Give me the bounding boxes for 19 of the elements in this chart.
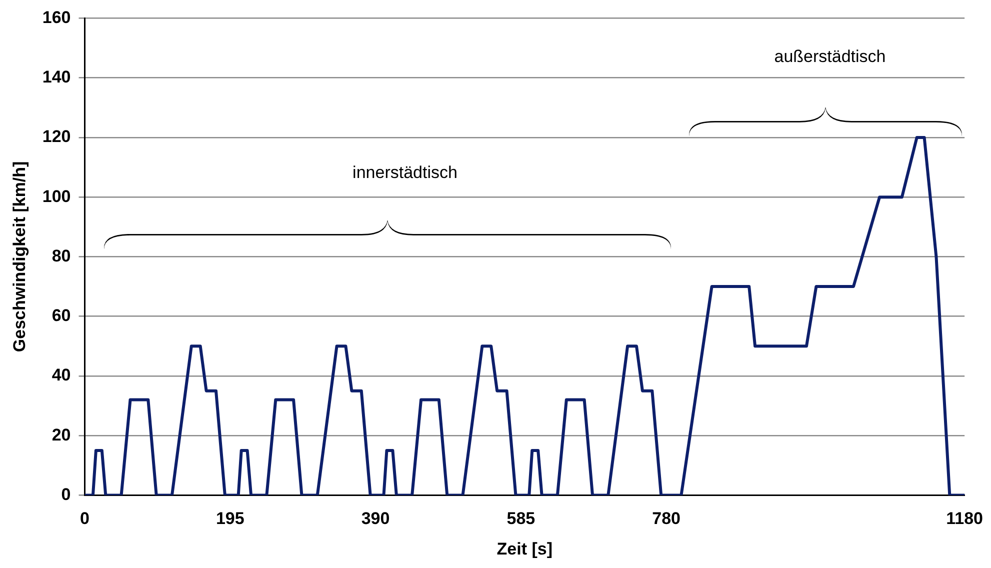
x-tick-label: 585 (506, 509, 536, 528)
y-tick-label: 20 (52, 425, 71, 444)
y-tick-label: 80 (52, 246, 71, 266)
y-axis-title: Geschwindigkeit [km/h] (10, 161, 29, 352)
x-tick-label: 1180 (946, 509, 984, 528)
x-tick-label: 195 (216, 509, 244, 528)
y-tick-label: 140 (42, 68, 71, 87)
y-tick-label: 100 (42, 186, 71, 206)
y-tick-label: 40 (52, 366, 71, 385)
annotation: außerstädtisch (774, 47, 886, 67)
x-tick-label: 390 (361, 509, 390, 528)
y-tick-label: 60 (52, 306, 71, 326)
y-tick-label: 120 (42, 127, 71, 146)
annotation: innerstädtisch (352, 163, 458, 183)
x-tick-label: 780 (652, 509, 681, 528)
x-tick-label: 0 (80, 509, 90, 528)
x-axis-title: Zeit [s] (496, 539, 553, 558)
y-tick-label: 0 (61, 484, 71, 504)
y-tick-label: 160 (42, 8, 71, 27)
